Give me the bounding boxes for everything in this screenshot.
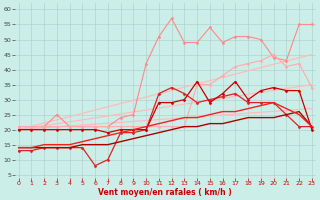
X-axis label: Vent moyen/en rafales ( km/h ): Vent moyen/en rafales ( km/h ) xyxy=(98,188,232,197)
